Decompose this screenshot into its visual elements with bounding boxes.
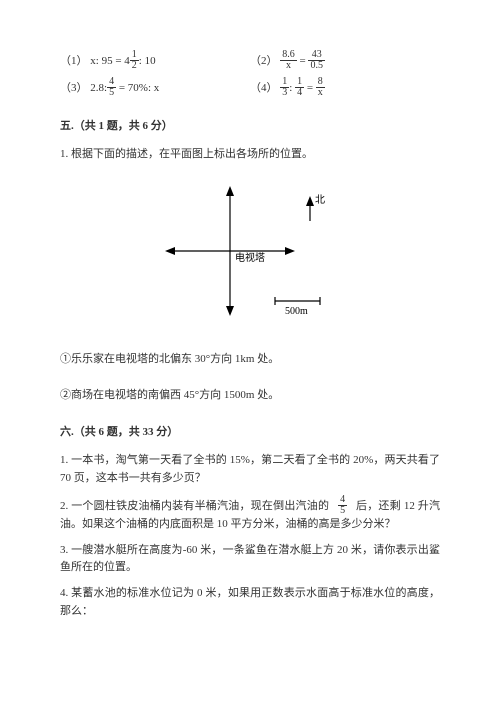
- section-6-title: 六.（共 6 题，共 33 分）: [60, 424, 440, 442]
- eq-var: x: [154, 82, 160, 94]
- eq-label: （1）: [60, 55, 88, 67]
- equation-4: （4） 13: 14 = 8x: [250, 77, 440, 98]
- eq-den: 3: [280, 88, 289, 98]
- q2-text-a: 2. 一个圆柱铁皮油桶内装有半桶汽油，现在倒出汽油的: [60, 500, 329, 512]
- eq-var: x: [90, 55, 96, 67]
- section-6-q4: 4. 某蓄水池的标准水位记为 0 米，如果用正数表示水面高于标准水位的高度，那么…: [60, 585, 440, 620]
- eq-val: 2.8: [90, 82, 104, 94]
- equation-row-1: （1） x: 95 = 412: 10 （2） 8.6x = 430.5: [60, 50, 440, 71]
- eq-den: 4: [295, 88, 304, 98]
- section-6-q3: 3. 一艘潜水艇所在高度为-60 米，一条鲨鱼在潜水艇上方 20 米，请你表示出…: [60, 542, 440, 577]
- section-5-item-2: ②商场在电视塔的南偏西 45°方向 1500m 处。: [60, 387, 440, 405]
- eq-val: 70%: [128, 82, 148, 94]
- section-6-q2: 2. 一个圆柱铁皮油桶内装有半桶汽油，现在倒出汽油的 45 后，还剩 12 升汽…: [60, 495, 440, 534]
- eq-den: 2: [130, 61, 139, 71]
- diagram-center-label: 电视塔: [235, 251, 265, 264]
- equation-2: （2） 8.6x = 430.5: [250, 50, 440, 71]
- eq-den: x: [316, 88, 325, 98]
- section-5-title: 五.（共 1 题，共 6 分）: [60, 118, 440, 136]
- equation-3: （3） 2.8:45 = 70%: x: [60, 77, 250, 98]
- scale-label: 500m: [285, 306, 308, 317]
- equation-1: （1） x: 95 = 412: 10: [60, 50, 250, 71]
- eq-label: （4）: [250, 82, 278, 94]
- eq-den: 5: [107, 88, 116, 98]
- eq-val: 10: [145, 55, 156, 67]
- diagram-tv-tower: 电视塔 北 500m: [60, 181, 440, 331]
- eq-val: 95: [102, 55, 113, 67]
- eq-den: x: [280, 61, 297, 71]
- section-6-q1: 1. 一本书，淘气第一天看了全书的 15%，第二天看了全书的 20%，两天共看了…: [60, 452, 440, 487]
- eq-label: （2）: [250, 55, 278, 67]
- q2-den: 5: [338, 506, 347, 516]
- section-5-q1: 1. 根据下面的描述，在平面图上标出各场所的位置。: [60, 146, 440, 164]
- equation-row-2: （3） 2.8:45 = 70%: x （4） 13: 14 = 8x: [60, 77, 440, 98]
- eq-den: 0.5: [308, 61, 325, 71]
- north-label: 北: [315, 194, 325, 206]
- eq-label: （3）: [60, 82, 88, 94]
- section-5-item-1: ①乐乐家在电视塔的北偏东 30°方向 1km 处。: [60, 351, 440, 369]
